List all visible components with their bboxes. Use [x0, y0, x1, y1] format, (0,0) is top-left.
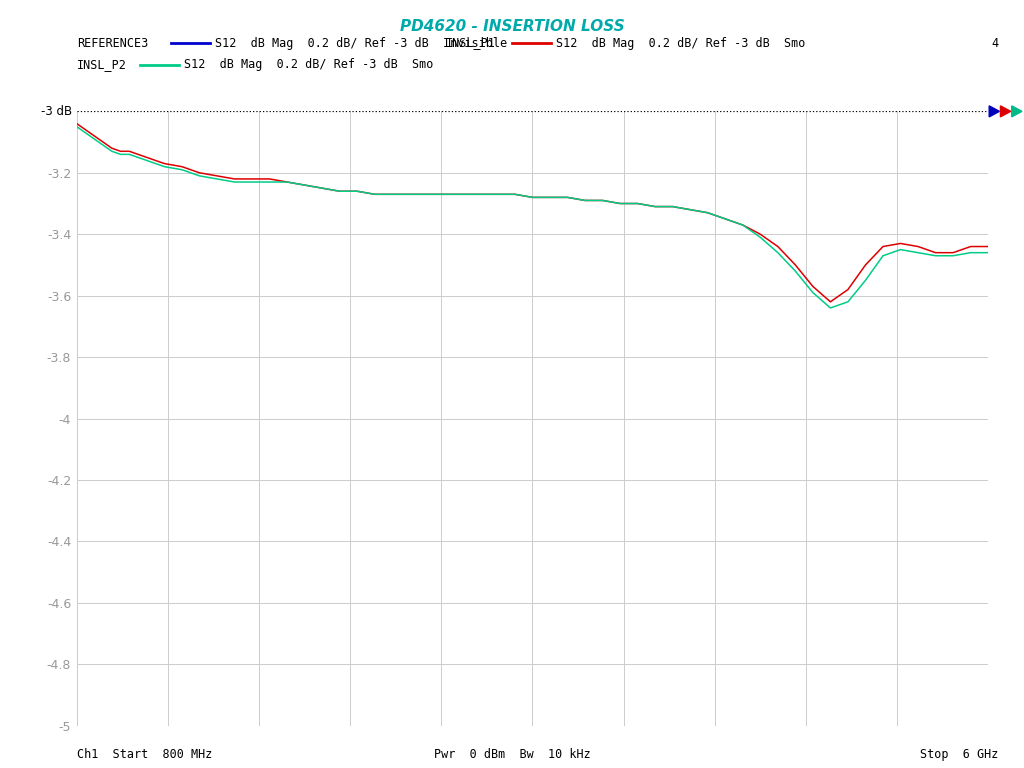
Text: Pwr  0 dBm  Bw  10 kHz: Pwr 0 dBm Bw 10 kHz: [433, 748, 591, 760]
Text: INSL_P2: INSL_P2: [77, 58, 127, 71]
Text: REFERENCE3: REFERENCE3: [77, 37, 148, 49]
Text: PD4620 - INSERTION LOSS: PD4620 - INSERTION LOSS: [399, 19, 625, 35]
Text: 4: 4: [991, 37, 998, 49]
Text: S12  dB Mag  0.2 dB/ Ref -3 dB  Smo: S12 dB Mag 0.2 dB/ Ref -3 dB Smo: [556, 37, 806, 49]
Text: Ch1  Start  800 MHz: Ch1 Start 800 MHz: [77, 748, 212, 760]
Text: S12  dB Mag  0.2 dB/ Ref -3 dB  Smo: S12 dB Mag 0.2 dB/ Ref -3 dB Smo: [184, 58, 434, 71]
Text: -3 dB: -3 dB: [41, 105, 72, 118]
Text: Stop  6 GHz: Stop 6 GHz: [920, 748, 998, 760]
Text: S12  dB Mag  0.2 dB/ Ref -3 dB  Invisible: S12 dB Mag 0.2 dB/ Ref -3 dB Invisible: [215, 37, 507, 49]
Text: INSL_P1: INSL_P1: [445, 37, 496, 49]
